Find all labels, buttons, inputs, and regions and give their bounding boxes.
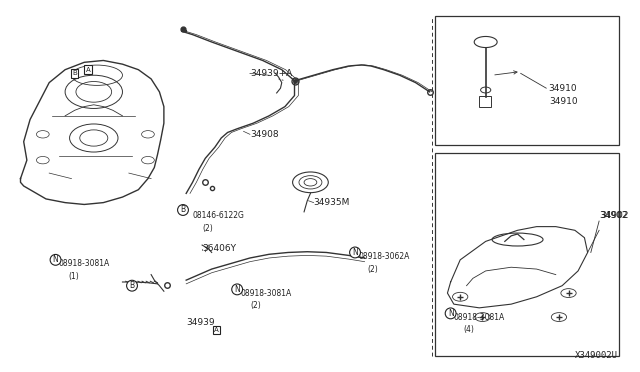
Text: B: B [72, 70, 77, 76]
Text: (1): (1) [68, 272, 79, 281]
Text: (4): (4) [463, 326, 474, 334]
Text: N: N [52, 255, 58, 264]
Text: 34939+A: 34939+A [250, 69, 292, 78]
Text: 34939: 34939 [186, 318, 215, 327]
Text: (2): (2) [250, 301, 260, 311]
Text: 34910: 34910 [549, 97, 578, 106]
Text: X349002U: X349002U [575, 351, 618, 360]
Text: A: A [86, 67, 90, 73]
Text: N: N [448, 309, 454, 318]
Text: (2): (2) [368, 264, 378, 273]
Text: 08918-3081A: 08918-3081A [59, 259, 110, 268]
Text: 34935M: 34935M [314, 198, 350, 207]
Bar [479, 96, 491, 107]
Text: 08146-6122G: 08146-6122G [193, 211, 244, 220]
Bar [435, 16, 620, 145]
Bar [435, 153, 620, 356]
Text: N: N [352, 248, 358, 257]
Text: 34908: 34908 [250, 130, 278, 139]
Text: 08918-3062A: 08918-3062A [358, 251, 410, 261]
Text: 34902: 34902 [599, 211, 628, 220]
Text: A: A [214, 327, 218, 333]
Text: 08918-3081A: 08918-3081A [241, 289, 292, 298]
Text: B: B [129, 281, 134, 290]
Text: (2): (2) [202, 224, 213, 233]
Text: 34902: 34902 [600, 211, 629, 220]
Text: 36406Y: 36406Y [202, 244, 236, 253]
Text: 08918-3081A: 08918-3081A [454, 312, 505, 321]
Text: 34910: 34910 [548, 84, 577, 93]
Text: N: N [234, 285, 240, 294]
Text: B: B [180, 205, 186, 215]
